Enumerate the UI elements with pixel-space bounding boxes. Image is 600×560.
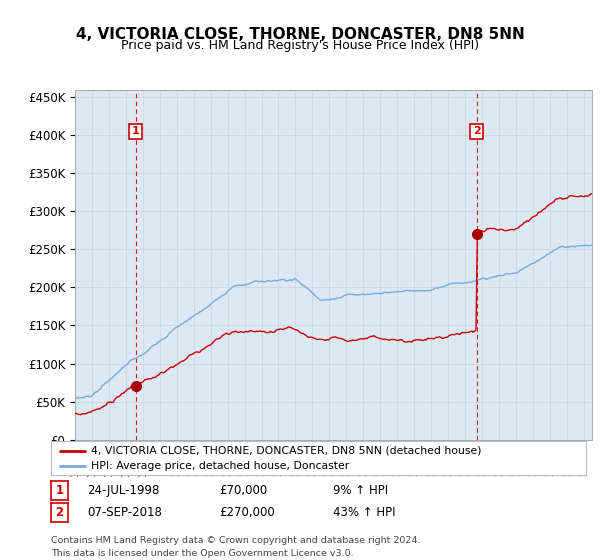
Text: Price paid vs. HM Land Registry's House Price Index (HPI): Price paid vs. HM Land Registry's House … xyxy=(121,39,479,52)
Text: 4, VICTORIA CLOSE, THORNE, DONCASTER, DN8 5NN (detached house): 4, VICTORIA CLOSE, THORNE, DONCASTER, DN… xyxy=(91,446,482,456)
Text: 2: 2 xyxy=(55,506,64,519)
Text: 07-SEP-2018: 07-SEP-2018 xyxy=(87,506,162,519)
Text: 1: 1 xyxy=(55,484,64,497)
Text: HPI: Average price, detached house, Doncaster: HPI: Average price, detached house, Donc… xyxy=(91,461,349,472)
Text: £70,000: £70,000 xyxy=(219,484,267,497)
Text: 2: 2 xyxy=(473,127,481,137)
Text: Contains HM Land Registry data © Crown copyright and database right 2024.
This d: Contains HM Land Registry data © Crown c… xyxy=(51,536,421,558)
Text: 24-JUL-1998: 24-JUL-1998 xyxy=(87,484,160,497)
Text: 4, VICTORIA CLOSE, THORNE, DONCASTER, DN8 5NN: 4, VICTORIA CLOSE, THORNE, DONCASTER, DN… xyxy=(76,27,524,42)
Text: 43% ↑ HPI: 43% ↑ HPI xyxy=(333,506,395,519)
Text: 9% ↑ HPI: 9% ↑ HPI xyxy=(333,484,388,497)
Text: 1: 1 xyxy=(132,127,140,137)
Text: £270,000: £270,000 xyxy=(219,506,275,519)
